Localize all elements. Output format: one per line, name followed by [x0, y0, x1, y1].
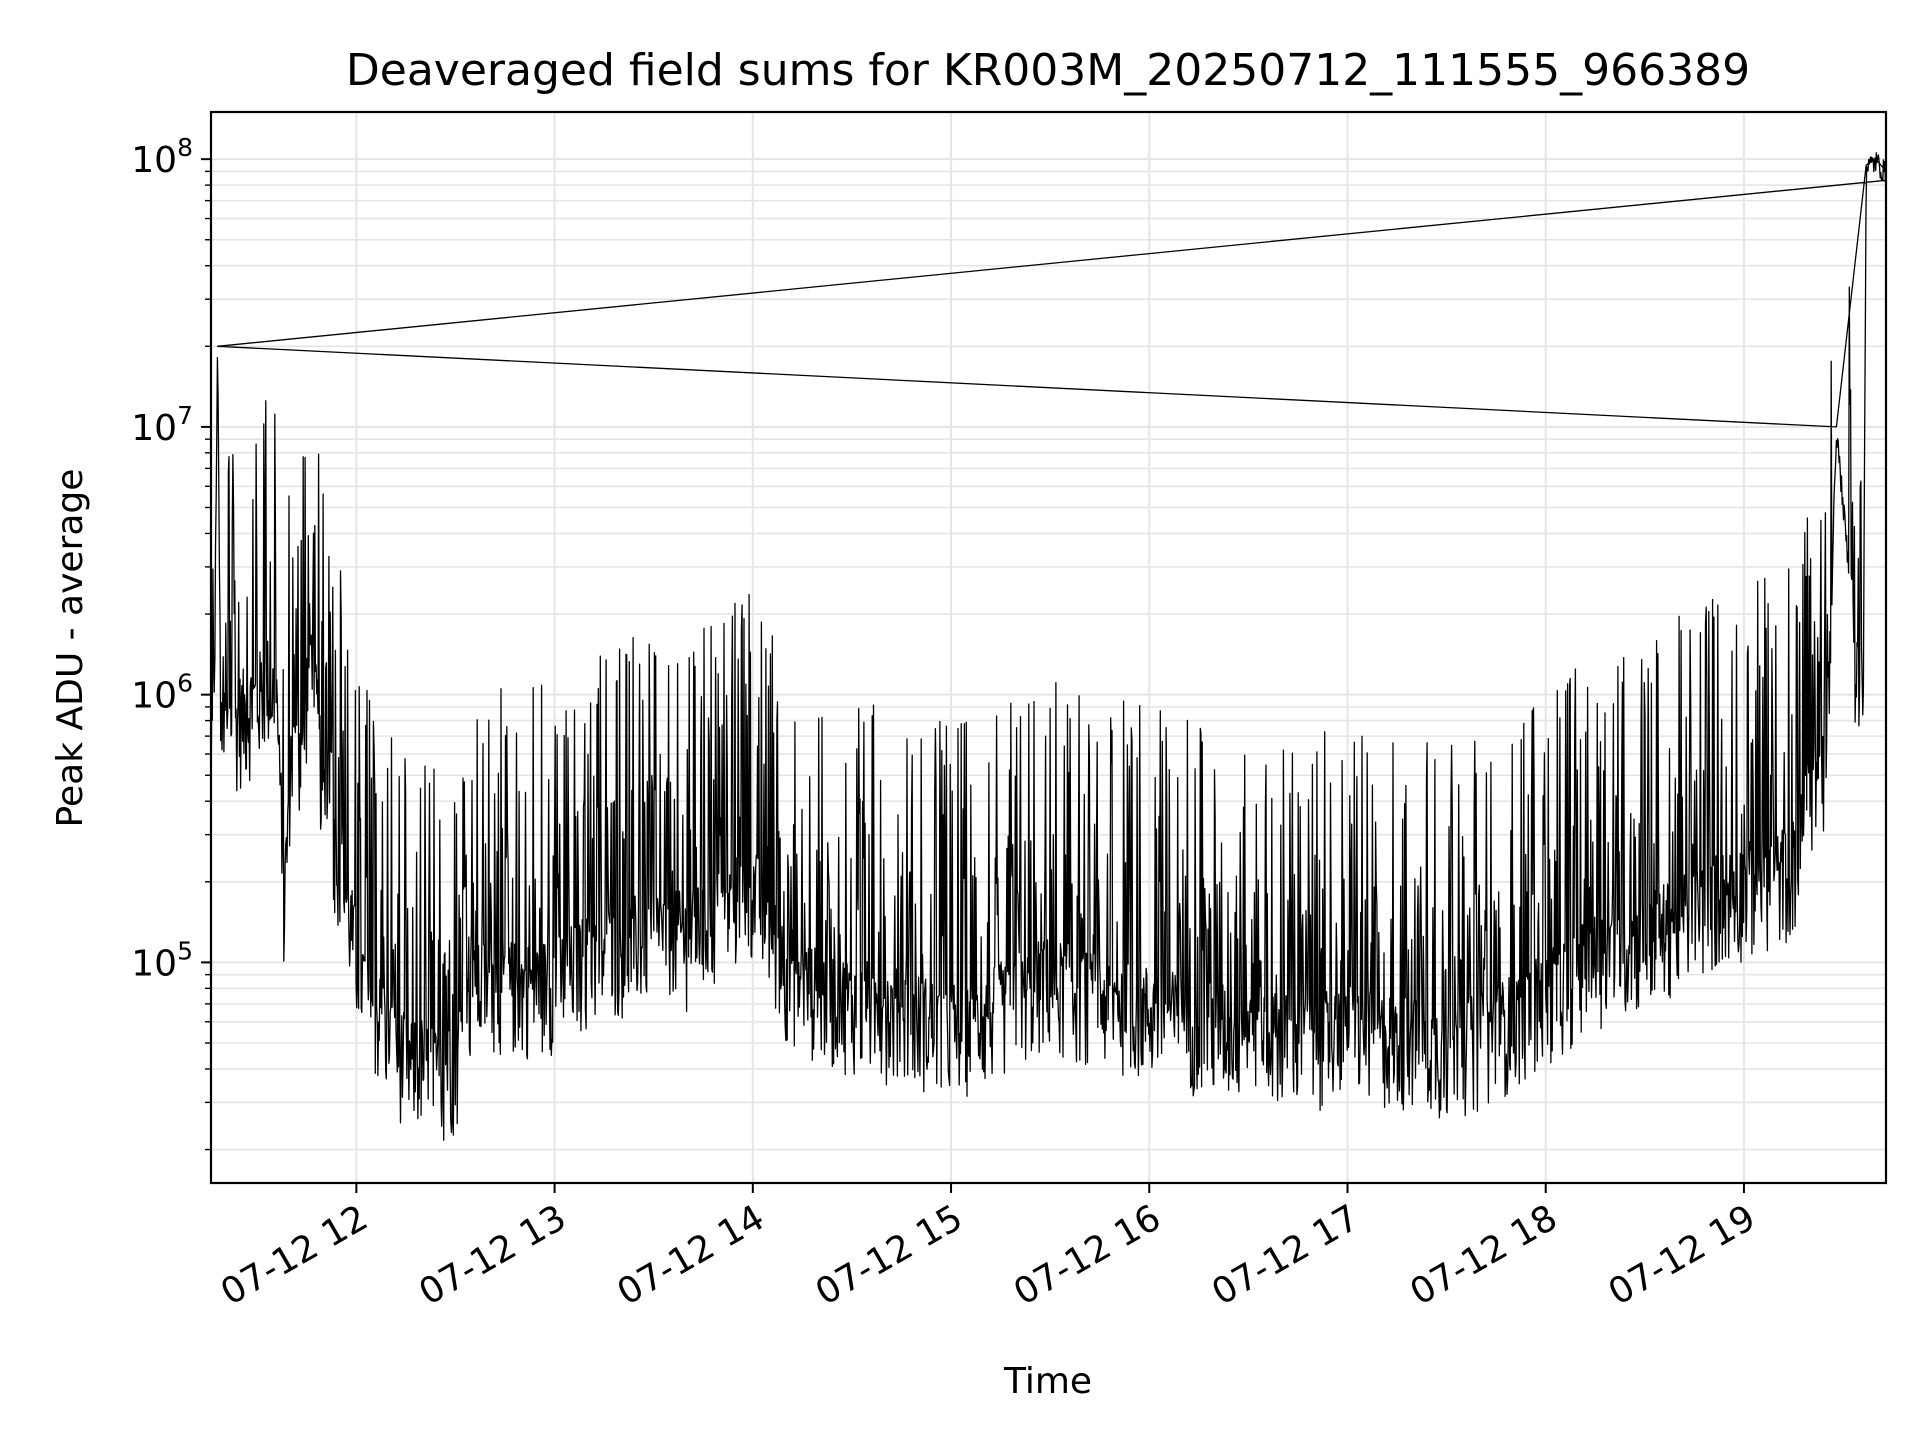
x-axis-label: Time: [1003, 1361, 1092, 1402]
y-tick-label: 106: [131, 669, 193, 717]
y-tick-label: 108: [131, 133, 193, 181]
y-tick-label: 107: [131, 401, 193, 449]
plot-frame: [209, 110, 1888, 1185]
y-tick-label: 105: [131, 936, 193, 984]
series-line: [210, 152, 1887, 1141]
y-axis: 105 106 107 108: [131, 133, 211, 1151]
series-line-group: [210, 152, 1887, 1141]
y-axis-label: Peak ADU - average: [50, 469, 91, 828]
chart-title: Deaveraged field sums for KR003M_2025071…: [346, 45, 1750, 96]
